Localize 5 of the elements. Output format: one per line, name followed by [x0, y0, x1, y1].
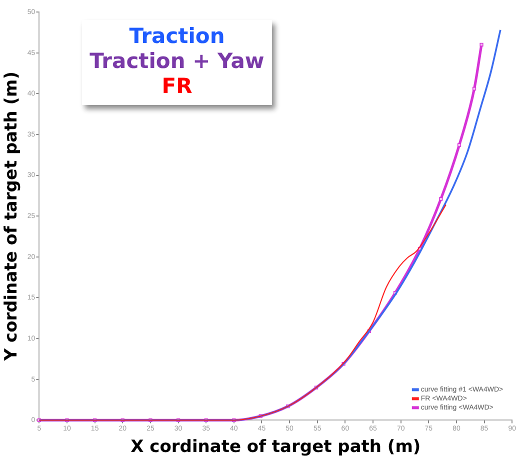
annotation: FR — [160, 74, 194, 99]
x-axis-title: X cordinate of target path (m) — [130, 437, 421, 458]
annotation: Traction + Yaw — [88, 49, 266, 74]
y-axis-title: Y cordinate of target path (m) — [2, 71, 22, 362]
annotation: Traction — [128, 24, 226, 49]
